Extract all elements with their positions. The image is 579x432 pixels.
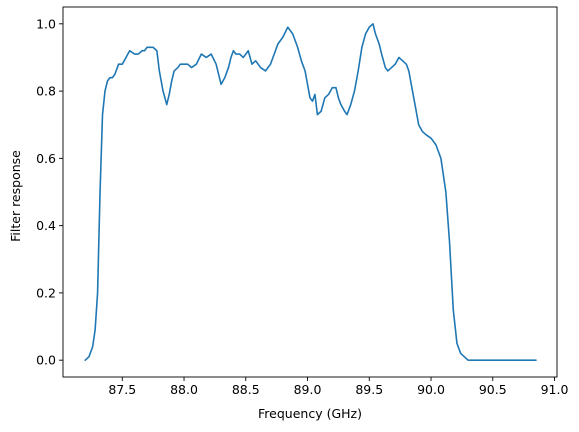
x-axis-label: Frequency (GHz) xyxy=(258,406,362,421)
x-tick-label: 88.0 xyxy=(170,382,198,397)
y-axis-label: Filter response xyxy=(8,150,23,242)
x-tick-label: 89.0 xyxy=(294,382,322,397)
x-tick-label: 90.0 xyxy=(417,382,445,397)
x-tick-label: 88.5 xyxy=(232,382,260,397)
y-tick-label: 0.6 xyxy=(36,151,56,166)
y-tick-label: 0.2 xyxy=(36,285,56,300)
y-tick-label: 0.8 xyxy=(36,84,56,99)
x-tick-label: 89.5 xyxy=(355,382,383,397)
plot-frame xyxy=(62,6,558,378)
x-tick-label: 90.5 xyxy=(479,382,507,397)
y-tick-label: 0.0 xyxy=(36,353,56,368)
x-tick-label: 91.0 xyxy=(541,382,569,397)
filter-response-line xyxy=(84,23,537,361)
plot-area xyxy=(62,6,558,378)
y-axis-ticks: 0.0 0.2 0.4 0.6 0.8 1.0 xyxy=(36,16,63,368)
y-tick-label: 0.4 xyxy=(36,218,56,233)
x-axis-ticks: 87.5 88.0 88.5 89.0 89.5 90.0 90.5 91.0 xyxy=(108,377,568,397)
x-tick-label: 87.5 xyxy=(108,382,136,397)
y-tick-label: 1.0 xyxy=(36,16,56,31)
